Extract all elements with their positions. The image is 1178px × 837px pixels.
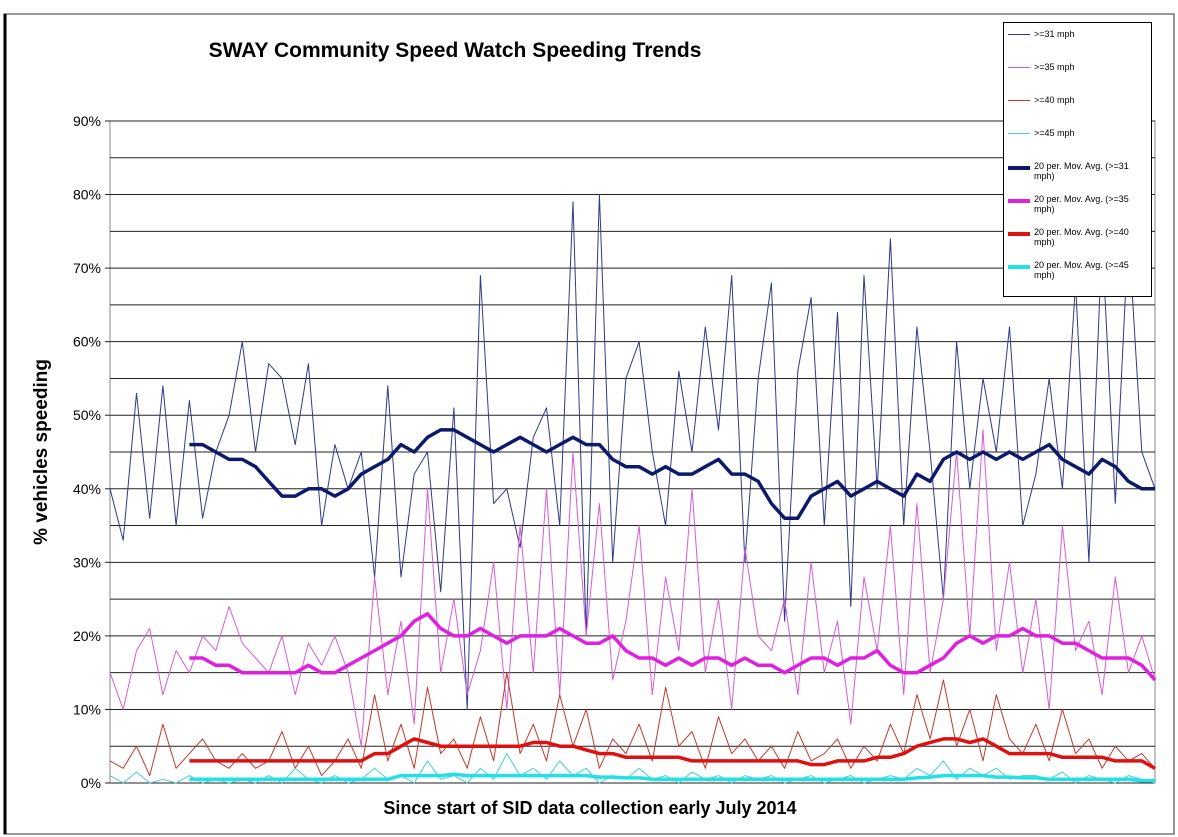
legend-swatch [1008, 265, 1030, 269]
y-axis-label: % vehicles speeding [31, 359, 52, 545]
y-tick-label: 20% [73, 628, 101, 644]
y-tick-label: 30% [73, 554, 101, 570]
series-line [189, 428, 1155, 520]
series-line [189, 772, 1155, 783]
legend-swatch [1008, 166, 1030, 170]
y-tick-label: 90% [73, 113, 101, 129]
x-axis-label: Since start of SID data collection early… [383, 798, 796, 818]
legend-swatch [1008, 100, 1030, 101]
series-line [109, 672, 1156, 777]
legend-label: 20 per. Mov. Avg. (>=40 mph) [1034, 227, 1129, 247]
legend: >=31 mph >=35 mph >=40 mph >=45 mph 20 per. … [1003, 22, 1152, 297]
y-tick-label: 60% [73, 334, 101, 350]
legend-label: >=31 mph [1034, 29, 1075, 39]
legend-label: >=40 mph [1034, 95, 1075, 105]
legend-swatch [1008, 67, 1030, 68]
legend-swatch [1008, 199, 1030, 203]
legend-item: >=31 mph [1008, 29, 1147, 62]
y-tick-label: 50% [73, 407, 101, 423]
legend-item: 20 per. Mov. Avg. (>=31 mph) [1008, 161, 1147, 194]
legend-item: >=40 mph [1008, 95, 1147, 128]
y-tick-label: 10% [73, 701, 101, 717]
legend-item: 20 per. Mov. Avg. (>=35 mph) [1008, 194, 1147, 227]
y-tick-label: 70% [73, 260, 101, 276]
legend-label: 20 per. Mov. Avg. (>=31 mph) [1034, 161, 1129, 181]
legend-label: >=45 mph [1034, 128, 1075, 138]
legend-label: >=35 mph [1034, 62, 1075, 72]
legend-label: 20 per. Mov. Avg. (>=35 mph) [1034, 194, 1129, 214]
y-tick-label: 80% [73, 187, 101, 203]
legend-item: 20 per. Mov. Avg. (>=45 mph) [1008, 260, 1147, 293]
y-tick-label: 40% [73, 481, 101, 497]
legend-swatch [1008, 133, 1030, 134]
series-line [109, 194, 1156, 710]
legend-item: 20 per. Mov. Avg. (>=40 mph) [1008, 227, 1147, 260]
series-line [189, 737, 1156, 770]
legend-label: 20 per. Mov. Avg. (>=45 mph) [1034, 260, 1129, 280]
legend-item: >=35 mph [1008, 62, 1147, 95]
chart-title: SWAY Community Speed Watch Speeding Tren… [209, 39, 702, 62]
series-line [109, 429, 1156, 747]
y-tick-label: 0% [81, 775, 101, 791]
legend-swatch [1008, 232, 1030, 236]
legend-swatch [1008, 34, 1030, 35]
series-line [189, 612, 1157, 682]
legend-item: >=45 mph [1008, 128, 1147, 161]
